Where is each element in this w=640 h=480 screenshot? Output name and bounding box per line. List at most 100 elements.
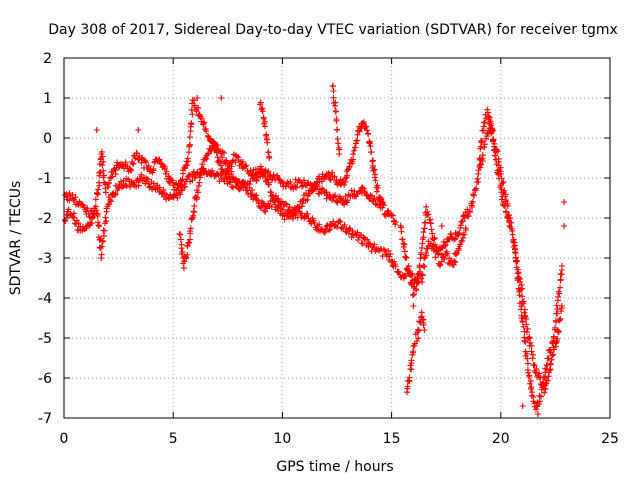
data-point-marker bbox=[349, 231, 356, 238]
data-point-marker bbox=[475, 178, 482, 185]
data-point-marker bbox=[498, 196, 505, 203]
data-point-marker bbox=[185, 158, 192, 165]
data-point-marker bbox=[326, 227, 333, 234]
data-point-marker bbox=[332, 99, 339, 106]
data-point-marker bbox=[545, 355, 552, 362]
data-point-marker bbox=[196, 179, 203, 186]
data-point-marker bbox=[556, 290, 563, 297]
data-point-marker bbox=[308, 220, 315, 227]
data-point-marker bbox=[184, 251, 191, 258]
data-point-marker bbox=[416, 318, 423, 325]
data-point-marker bbox=[418, 313, 425, 320]
data-point-marker bbox=[209, 167, 216, 174]
data-point-marker bbox=[253, 192, 260, 199]
data-point-marker bbox=[481, 119, 488, 126]
data-point-marker bbox=[462, 227, 469, 233]
data-point-marker bbox=[506, 223, 513, 229]
data-point-marker bbox=[417, 255, 424, 262]
data-point-marker bbox=[461, 231, 468, 238]
data-point-marker bbox=[332, 192, 339, 199]
data-point-marker bbox=[334, 199, 341, 206]
x-tick-label: 15 bbox=[383, 431, 401, 447]
data-point-marker bbox=[181, 183, 188, 190]
data-point-marker bbox=[541, 374, 548, 381]
data-point-marker bbox=[330, 87, 337, 94]
data-point-marker bbox=[115, 164, 122, 171]
data-point-marker bbox=[177, 236, 184, 243]
data-point-marker bbox=[457, 241, 464, 248]
data-point-marker bbox=[162, 163, 169, 170]
data-point-marker bbox=[479, 158, 486, 165]
data-point-marker bbox=[363, 191, 370, 198]
data-point-marker bbox=[133, 183, 140, 190]
data-point-marker bbox=[499, 193, 506, 200]
data-point-marker bbox=[544, 362, 551, 369]
data-point-marker bbox=[227, 179, 234, 186]
data-point-marker bbox=[192, 173, 199, 180]
data-point-marker bbox=[509, 231, 516, 238]
data-point-marker bbox=[372, 177, 379, 184]
data-point-marker bbox=[92, 196, 99, 203]
data-point-marker bbox=[483, 135, 490, 142]
data-point-marker bbox=[537, 393, 544, 400]
data-point-marker bbox=[98, 148, 105, 155]
plot-frame bbox=[63, 57, 611, 419]
data-point-marker bbox=[323, 189, 330, 196]
data-point-marker bbox=[528, 384, 535, 391]
data-point-marker bbox=[480, 127, 487, 134]
data-point-marker bbox=[363, 127, 370, 134]
data-point-marker bbox=[401, 248, 408, 255]
data-point-marker bbox=[388, 211, 395, 218]
data-point-marker bbox=[481, 141, 488, 148]
data-point-marker bbox=[385, 208, 392, 215]
data-point-marker bbox=[359, 184, 366, 191]
data-point-marker bbox=[230, 184, 237, 191]
data-point-marker bbox=[346, 164, 353, 171]
data-point-marker bbox=[228, 168, 235, 175]
data-point-marker bbox=[403, 254, 410, 261]
data-point-marker bbox=[143, 175, 150, 182]
data-point-marker bbox=[550, 333, 557, 340]
data-point-marker bbox=[415, 327, 422, 334]
data-point-marker bbox=[363, 123, 370, 130]
data-point-marker bbox=[514, 270, 521, 277]
data-point-marker bbox=[187, 230, 194, 237]
data-point-marker bbox=[71, 197, 78, 204]
data-point-marker bbox=[185, 240, 192, 247]
data-point-marker bbox=[185, 149, 192, 156]
data-point-marker bbox=[150, 165, 157, 172]
data-point-marker bbox=[193, 108, 200, 115]
data-point-marker bbox=[359, 240, 366, 247]
data-point-marker bbox=[249, 187, 256, 194]
data-point-marker bbox=[496, 175, 503, 182]
data-point-marker bbox=[514, 277, 521, 284]
data-point-marker bbox=[556, 284, 563, 291]
data-point-marker bbox=[105, 184, 112, 191]
data-point-marker bbox=[180, 265, 187, 272]
data-point-marker bbox=[526, 380, 533, 387]
data-point-marker bbox=[510, 243, 517, 250]
data-point-marker bbox=[178, 187, 185, 194]
data-point-marker bbox=[489, 128, 496, 135]
data-point-marker bbox=[191, 102, 198, 109]
data-point-marker bbox=[119, 162, 126, 169]
data-point-marker bbox=[259, 200, 266, 207]
data-point-marker bbox=[370, 167, 377, 174]
data-point-marker bbox=[138, 171, 145, 178]
data-point-marker bbox=[177, 191, 184, 198]
data-point-marker bbox=[257, 99, 264, 106]
data-point-marker bbox=[437, 261, 444, 268]
data-point-marker bbox=[334, 126, 341, 133]
data-point-marker bbox=[529, 351, 536, 358]
data-point-marker bbox=[418, 275, 425, 282]
data-point-marker bbox=[319, 185, 326, 192]
data-point-marker bbox=[533, 366, 540, 373]
data-point-marker bbox=[312, 183, 319, 190]
data-point-marker bbox=[526, 372, 533, 379]
data-point-marker bbox=[409, 292, 416, 299]
data-point-marker bbox=[191, 97, 198, 104]
data-point-marker bbox=[420, 234, 427, 241]
data-point-marker bbox=[451, 258, 458, 265]
data-point-marker bbox=[478, 137, 485, 144]
data-point-marker bbox=[214, 142, 221, 149]
